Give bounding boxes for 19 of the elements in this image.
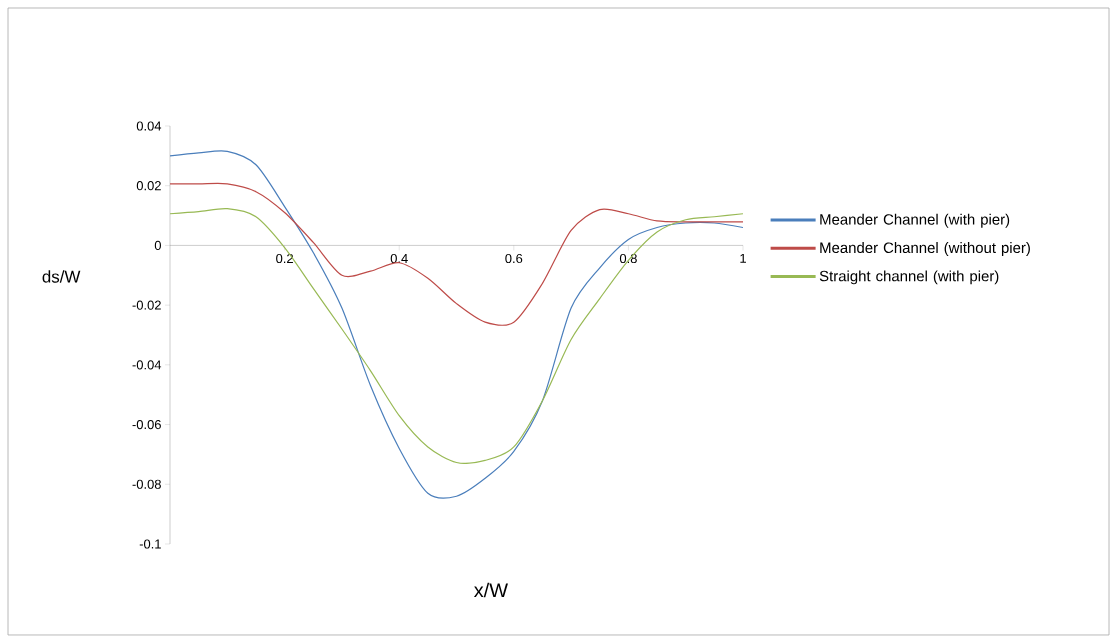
x-tick-label: 1 <box>740 253 746 263</box>
y-tick-label: -0.04 <box>132 360 162 370</box>
legend-label: Meander Channel (without pier) <box>820 242 1030 256</box>
y-tick-label: 0.02 <box>136 181 161 191</box>
legend-label: Straight channel (with pier) <box>819 270 999 285</box>
x-tick-label: 0.6 <box>505 253 523 264</box>
y-tick-label: -0.02 <box>132 300 161 310</box>
y-tick-label: -0.08 <box>132 479 161 489</box>
x-tick-label: 0.2 <box>276 253 293 264</box>
legend-label: Meander Channel (with pier) <box>820 213 1010 228</box>
x-axis-title: x/W <box>473 582 508 598</box>
y-tick-label: -0.1 <box>139 539 161 549</box>
y-axis-title: ds/W <box>42 270 81 283</box>
line-series <box>170 208 744 464</box>
x-tick-label: 0.8 <box>619 253 637 264</box>
x-tick-label: 0.4 <box>390 253 408 264</box>
y-tick-label: -0.06 <box>132 419 161 430</box>
y-tick-label: 0.04 <box>136 121 162 131</box>
y-tick-label: 0 <box>154 240 161 250</box>
